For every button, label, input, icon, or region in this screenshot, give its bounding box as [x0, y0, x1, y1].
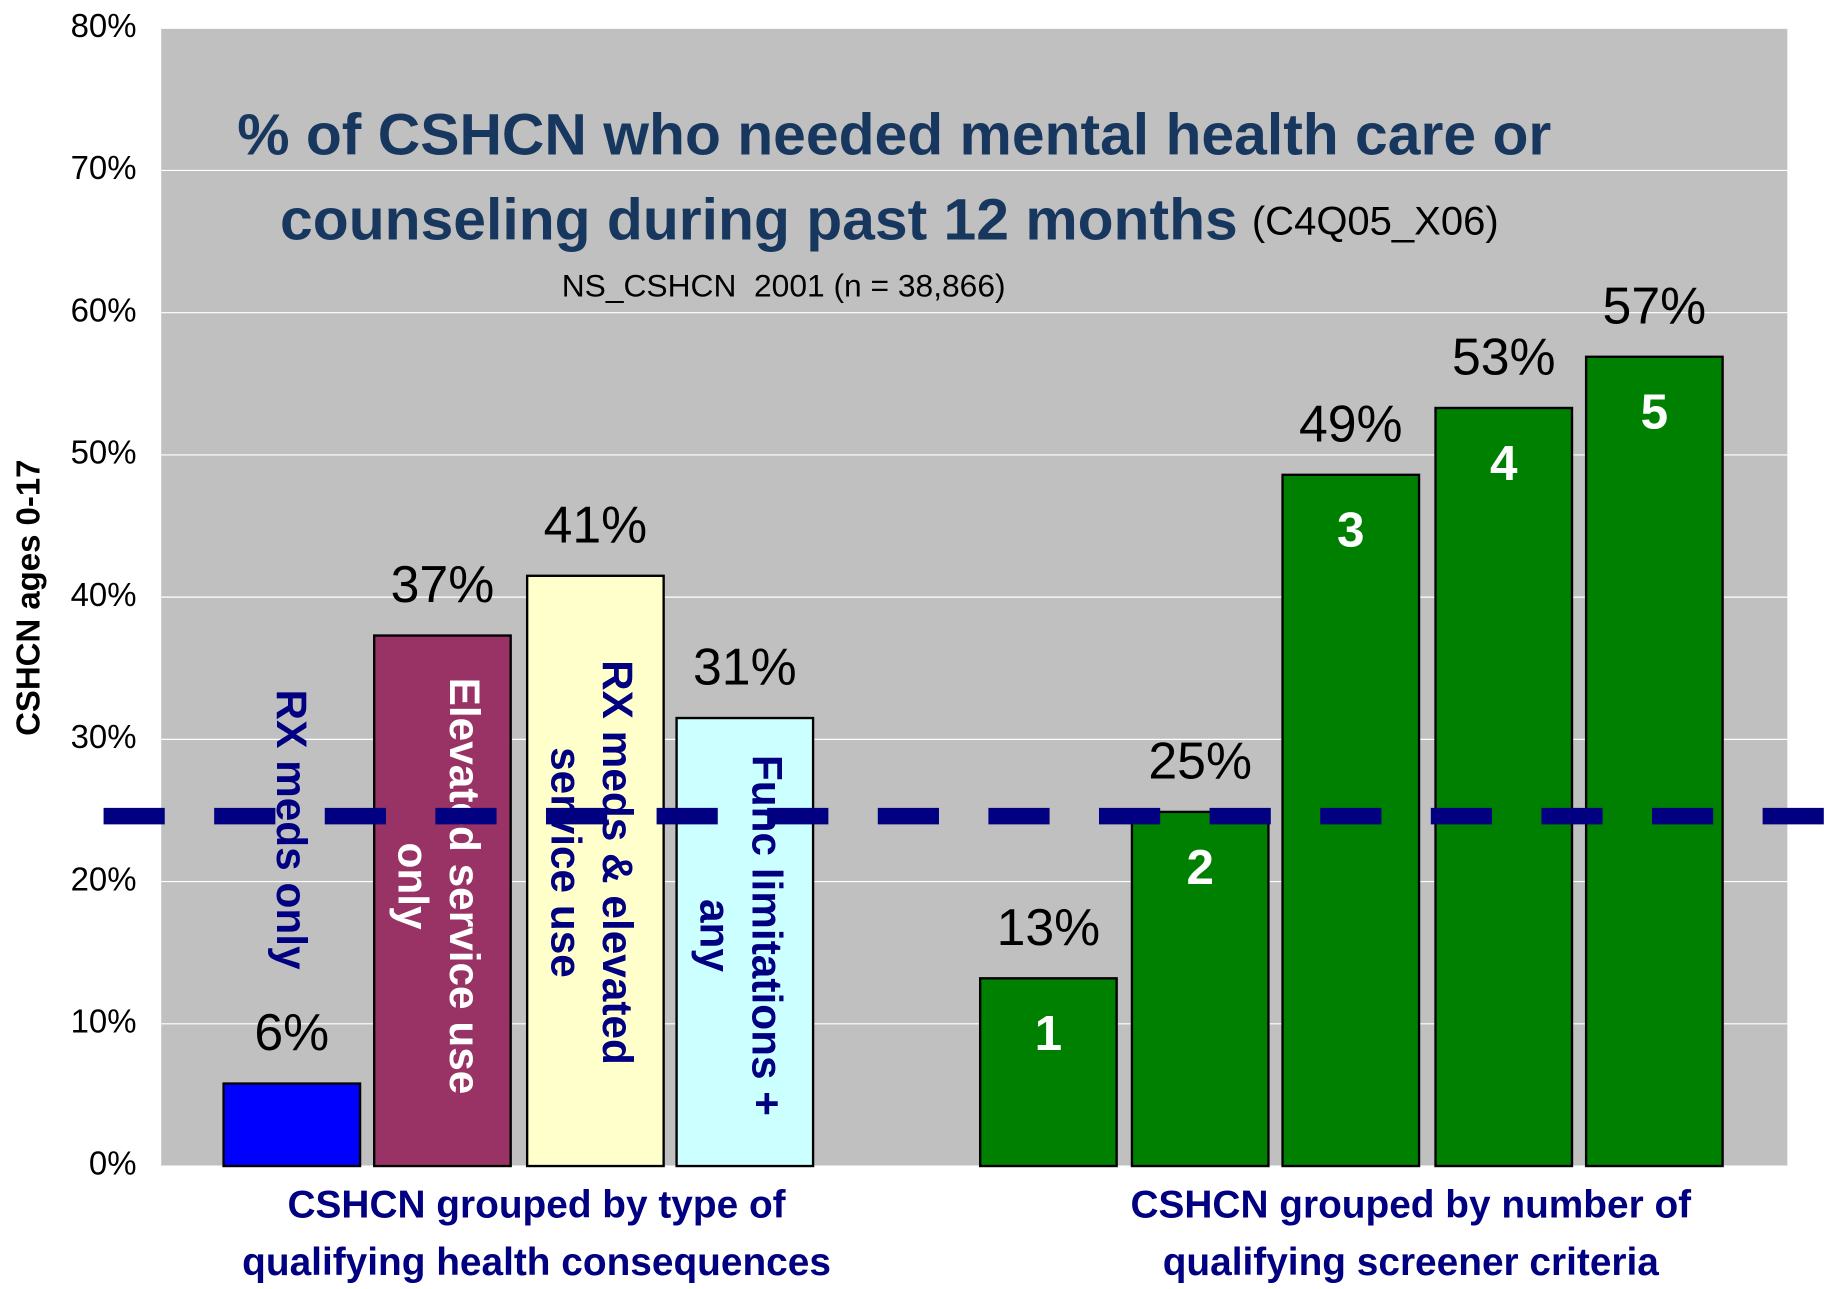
y-tick-label: 30% [71, 718, 137, 755]
bar [1130, 810, 1270, 1168]
bar [222, 1082, 362, 1168]
bar-category-label: RX meds only [268, 690, 315, 970]
subtitle: NS_CSHCN 2001 (n = 38,866) [562, 268, 1006, 304]
bar-category-label: service use [542, 747, 589, 978]
bar [978, 977, 1118, 1168]
value-label: 13% [997, 898, 1101, 956]
title-line: counseling during past 12 months (C4Q05_X… [280, 187, 1499, 252]
y-tick-label: 40% [71, 576, 137, 613]
bar-category-label: any [692, 899, 739, 972]
bar-category-label: 3 [1337, 503, 1364, 558]
y-tick-label: 70% [71, 149, 137, 186]
y-axis-label: CSHCN ages 0-17 [9, 460, 46, 736]
bar [373, 634, 512, 1168]
value-label: 37% [391, 555, 495, 613]
title-line: % of CSHCN who needed mental health care… [237, 102, 1551, 167]
bars: 6% RX meds only 37% Elevated service useonl… [222, 276, 1724, 1168]
bar [675, 716, 815, 1168]
group-label: CSHCN grouped by number of [1130, 1183, 1691, 1226]
title-code: (C4Q05_X06) [1252, 199, 1499, 243]
bar [525, 574, 665, 1168]
group-label: qualifying screener criteria [1163, 1241, 1660, 1284]
value-label: 57% [1603, 276, 1707, 334]
y-tick-label: 10% [71, 1003, 137, 1040]
y-tick-label: 80% [71, 7, 137, 44]
y-tick-label: 20% [71, 860, 137, 897]
value-label: 49% [1299, 394, 1403, 452]
value-label: 25% [1148, 732, 1252, 790]
bar-category-label: only [389, 842, 436, 929]
bar-category-label: 2 [1186, 840, 1213, 895]
bar [1434, 406, 1574, 1168]
group-label: CSHCN grouped by type of [288, 1183, 786, 1226]
bar-category-label: 5 [1641, 385, 1668, 440]
title-text: counseling during past 12 months [280, 187, 1238, 252]
value-label: 31% [693, 638, 797, 696]
y-tick-label: 0% [89, 1145, 137, 1182]
bar-category-label: Elevated service use [441, 678, 488, 1095]
bar-category-label: RX meds & elevated [594, 660, 641, 1065]
bar-category-label: 1 [1035, 1006, 1062, 1061]
y-tick-label: 60% [71, 291, 137, 328]
y-tick-label: 50% [71, 434, 137, 471]
bar [1584, 355, 1724, 1168]
value-label: 41% [544, 495, 648, 553]
group-label: qualifying health consequences [242, 1241, 831, 1284]
value-label: 53% [1452, 328, 1556, 386]
value-label: 6% [254, 1003, 329, 1061]
bar-category-label: 4 [1490, 436, 1518, 491]
